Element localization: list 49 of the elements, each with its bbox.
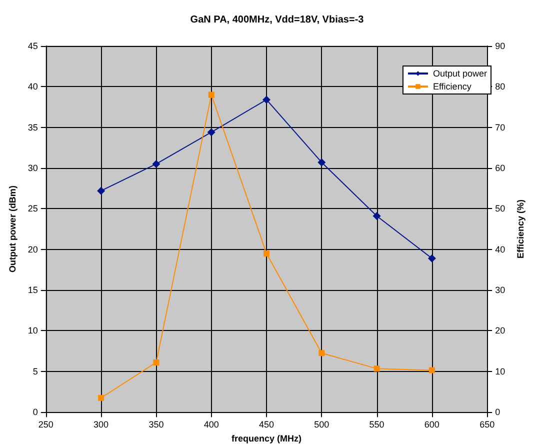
point [372, 212, 381, 220]
y-tick-label: 25 [28, 204, 38, 214]
point [152, 160, 160, 168]
y2-tick-label: 30 [495, 285, 506, 296]
x-tick-label: 350 [148, 420, 164, 430]
x-tick-label: 550 [369, 420, 384, 430]
point [208, 92, 214, 98]
y2-tick-label: 10 [495, 366, 506, 376]
x-tick-label: 650 [480, 420, 495, 430]
y-tick-label: 30 [28, 163, 38, 174]
x-tick-label: 450 [258, 420, 274, 430]
y2-tick-label: 40 [495, 244, 506, 254]
y2-tick-label: 0 [495, 407, 500, 418]
point [318, 158, 326, 166]
x-tick-label: 600 [424, 420, 440, 430]
y2-tick-label: 20 [495, 326, 506, 336]
legend-label: Efficiency [432, 82, 472, 92]
point [262, 96, 270, 104]
y-axis-title: Output power (dBm) [8, 186, 18, 273]
y2-tick-label: 50 [495, 204, 506, 214]
point [318, 350, 325, 356]
y-tick-label: 20 [28, 244, 38, 254]
y-tick-label: 35 [28, 122, 38, 132]
point [428, 254, 436, 262]
y2-tick-label: 90 [495, 41, 506, 51]
point [428, 367, 435, 374]
y2-tick-label: 80 [495, 82, 506, 92]
y2-axis-title: Efficiency (%) [516, 200, 526, 259]
x-tick-label: 500 [314, 420, 330, 430]
y-tick-label: 0 [32, 407, 38, 418]
x-tick-label: 400 [204, 420, 219, 430]
point [374, 366, 380, 372]
y-tick-label: 5 [32, 366, 38, 376]
point [153, 359, 160, 366]
y2-tick-label: 60 [495, 163, 506, 174]
y-tick-label: 15 [28, 285, 38, 296]
chart-title: GaN PA, 400MHz, Vdd=18V, Vbias=-3 [190, 14, 364, 26]
legend-label: Output power [432, 68, 488, 78]
point [98, 394, 104, 401]
y-tick-label: 40 [28, 82, 38, 92]
point [97, 186, 106, 195]
y2-tick-label: 70 [495, 122, 506, 132]
x-tick-label: 300 [94, 420, 109, 430]
point [207, 128, 216, 136]
y-tick-label: 10 [28, 326, 38, 336]
y-tick-label: 45 [28, 41, 38, 51]
point [264, 250, 270, 256]
x-axis-title: frequency (MHz) [231, 434, 302, 444]
x-tick-label: 250 [38, 420, 54, 430]
